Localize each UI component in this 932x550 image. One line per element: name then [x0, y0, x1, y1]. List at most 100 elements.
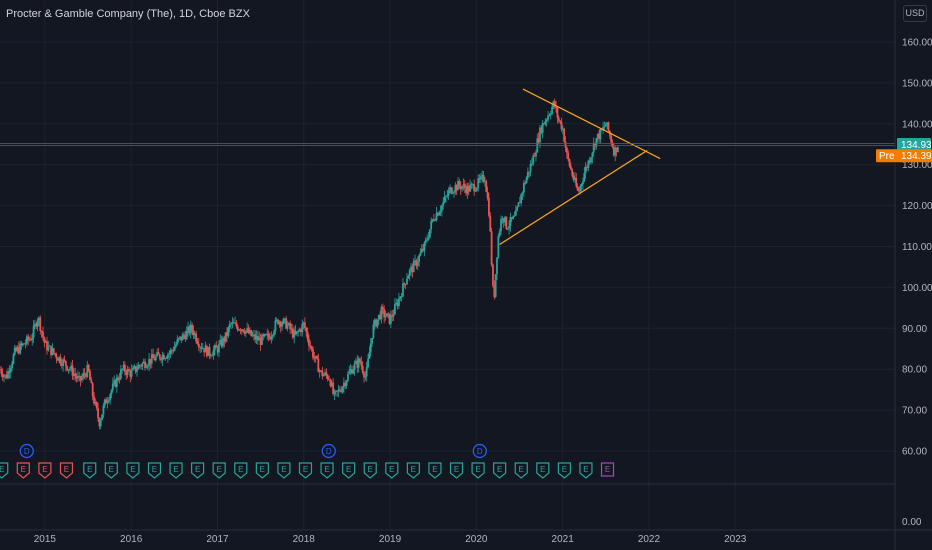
earnings-marker[interactable]: E: [471, 462, 485, 479]
candlestick-series[interactable]: [0, 98, 619, 430]
candle: [391, 309, 394, 322]
candle: [226, 327, 228, 342]
candle: [588, 156, 591, 165]
candle: [220, 335, 223, 349]
event-markers[interactable]: D D DE E E E E E E E E E E E E E E E E E E E E E E E E E E E E: [0, 443, 615, 479]
earnings-marker[interactable]: E: [191, 462, 205, 479]
y-tick-label: 110.00: [902, 242, 932, 253]
dividend-marker[interactable]: D: [321, 443, 336, 459]
candle: [614, 145, 617, 162]
candle: [395, 298, 398, 306]
candle: [410, 263, 412, 276]
trendline-upper[interactable]: [522, 88, 661, 160]
earnings-marker[interactable]: E: [363, 462, 377, 479]
candle: [500, 215, 502, 236]
candle: [426, 234, 429, 243]
candle: [130, 364, 133, 380]
trendlines[interactable]: [499, 88, 661, 246]
trendline-lower[interactable]: [499, 149, 648, 246]
candle: [310, 345, 313, 352]
candle: [376, 319, 379, 329]
earnings-marker[interactable]: E: [493, 462, 507, 479]
earnings-marker[interactable]: E: [600, 462, 615, 477]
earnings-marker-label: E: [562, 465, 567, 474]
candle: [164, 357, 167, 362]
earnings-marker[interactable]: E: [342, 462, 356, 479]
earnings-marker-label: E: [152, 465, 157, 474]
earnings-marker[interactable]: E: [385, 462, 399, 479]
earnings-marker[interactable]: E: [406, 462, 420, 479]
dividend-marker[interactable]: D: [472, 443, 487, 459]
time-axis[interactable]: 2015 2016 2017 2018 2019 2020 2021 2022 2023: [34, 534, 747, 545]
earnings-marker[interactable]: E: [83, 462, 97, 479]
candle: [544, 117, 547, 126]
earnings-marker[interactable]: E: [234, 462, 248, 479]
candle: [389, 310, 392, 329]
earnings-marker[interactable]: E: [536, 462, 550, 479]
earnings-marker[interactable]: E: [169, 462, 183, 479]
price-axis[interactable]: 160.00 150.00 140.00 130.00 120.00 110.00 100.…: [902, 38, 932, 529]
earnings-marker[interactable]: E: [59, 462, 74, 479]
earnings-marker[interactable]: E: [104, 462, 118, 479]
earnings-marker[interactable]: E: [212, 462, 226, 479]
candle: [368, 346, 371, 359]
candle: [514, 205, 517, 216]
earnings-marker[interactable]: E: [255, 462, 269, 479]
candle: [140, 364, 142, 370]
candle: [291, 323, 294, 340]
earnings-marker[interactable]: E: [126, 462, 140, 479]
grid-lines: [0, 0, 895, 530]
dividend-marker-label: D: [477, 447, 483, 456]
candle: [242, 329, 245, 333]
candle: [273, 329, 275, 338]
earnings-marker[interactable]: E: [16, 462, 30, 479]
candle: [301, 319, 304, 337]
candle: [93, 391, 95, 406]
candle: [379, 310, 382, 321]
candle: [47, 340, 50, 352]
candle: [539, 125, 541, 148]
candle: [201, 343, 204, 350]
candle: [294, 324, 297, 336]
candle: [44, 339, 47, 343]
earnings-marker[interactable]: E: [557, 462, 571, 479]
earnings-marker[interactable]: E: [0, 462, 9, 479]
earnings-marker[interactable]: E: [320, 462, 334, 479]
candle: [129, 368, 132, 383]
y-tick-label: 150.00: [902, 78, 932, 89]
candle: [157, 347, 160, 355]
earnings-marker[interactable]: E: [514, 462, 528, 479]
earnings-marker[interactable]: E: [38, 462, 52, 479]
candle: [254, 330, 257, 344]
candle: [575, 172, 578, 189]
candle: [181, 332, 184, 341]
candle: [64, 360, 67, 372]
earnings-marker[interactable]: E: [579, 462, 593, 479]
candle: [583, 167, 586, 183]
earnings-marker[interactable]: E: [428, 462, 442, 479]
candle: [58, 356, 61, 364]
candle: [364, 371, 367, 381]
candle: [25, 334, 28, 347]
earnings-marker[interactable]: E: [298, 462, 313, 479]
currency-button[interactable]: USD: [903, 5, 927, 22]
candle: [38, 315, 40, 327]
candle: [357, 356, 360, 373]
earnings-marker[interactable]: E: [147, 462, 162, 479]
candle: [160, 357, 163, 364]
candle: [71, 359, 74, 380]
dividend-marker[interactable]: D: [19, 443, 34, 459]
candle: [377, 314, 380, 325]
candle: [545, 118, 548, 127]
candle: [359, 357, 361, 364]
earnings-marker[interactable]: E: [277, 462, 291, 479]
candle: [553, 98, 556, 110]
candle: [313, 351, 316, 363]
earnings-marker[interactable]: E: [449, 462, 464, 479]
candle: [15, 345, 18, 352]
candle: [230, 321, 232, 330]
candle: [184, 330, 187, 342]
candle: [512, 215, 515, 220]
